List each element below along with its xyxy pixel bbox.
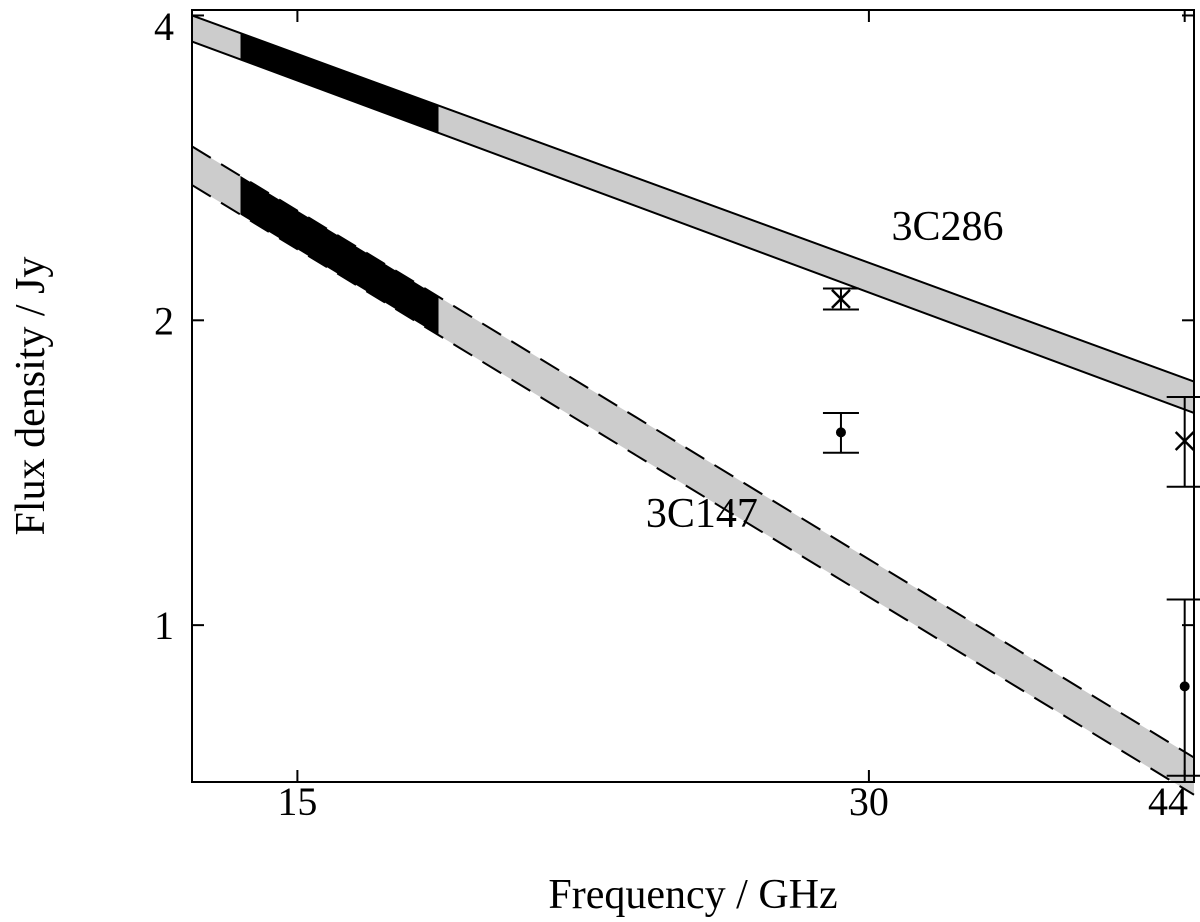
annotation-3C286: 3C286	[891, 204, 1003, 250]
points-layer	[822, 287, 1200, 777]
band-3C147	[192, 146, 1194, 795]
x-tick-label: 15	[277, 779, 317, 824]
data-point-3C147-0	[822, 411, 859, 454]
x-axis-label: Frequency / GHz	[548, 872, 837, 918]
marker-x	[1174, 431, 1195, 451]
annotation-layer: 3C286 3C147	[646, 204, 1004, 537]
annotation-3C147: 3C147	[646, 491, 758, 537]
band-highlight-3C286	[240, 33, 439, 133]
plot-frame	[191, 9, 1195, 783]
marker-dot	[835, 427, 846, 438]
ticks-layer: 15 30 44 1 2 4	[154, 4, 1194, 824]
band-layer	[192, 15, 1194, 795]
band-highlight-3C147	[240, 175, 439, 336]
marker-x	[831, 288, 851, 309]
line-upper-3C147	[191, 145, 1195, 759]
band-3C286	[192, 15, 1194, 413]
data-point-3C286-0	[822, 287, 859, 311]
x-tick-label: 30	[849, 779, 889, 824]
marker-dot	[1179, 681, 1190, 692]
line-layer	[191, 14, 1195, 796]
y-tick-label: 2	[154, 298, 174, 343]
y-tick-label: 1	[154, 603, 174, 648]
data-point-3C286-1	[1166, 395, 1200, 488]
line-upper-3C286	[191, 14, 1195, 383]
line-lower-3C286	[191, 40, 1195, 414]
x-tick-label: 44	[1148, 779, 1188, 824]
line-lower-3C147	[191, 184, 1195, 796]
y-tick-label: 4	[154, 4, 174, 49]
y-axis-label: Flux density / Jy	[8, 257, 54, 536]
